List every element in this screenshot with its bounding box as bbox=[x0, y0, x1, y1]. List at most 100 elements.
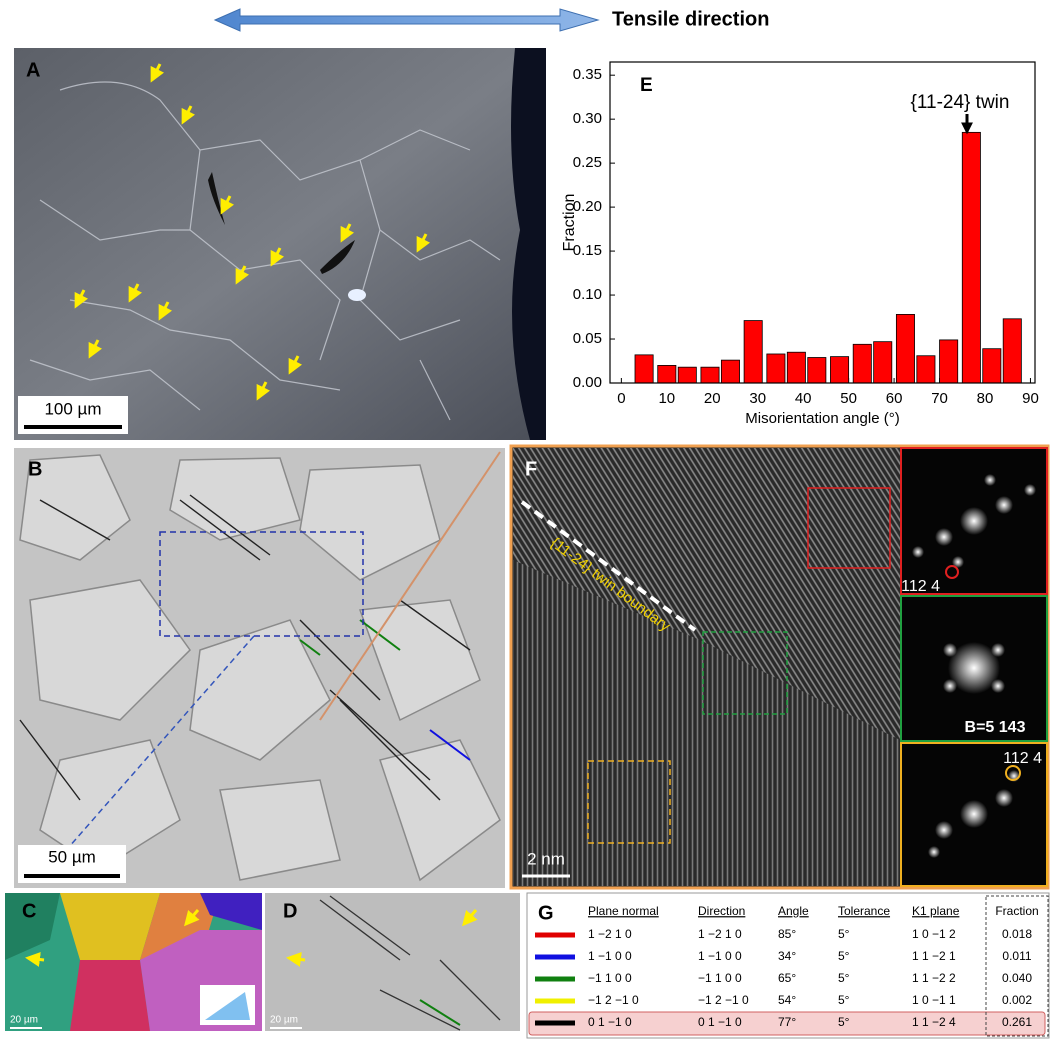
table-cell: −1 1 0 0 bbox=[698, 971, 742, 985]
bar bbox=[807, 357, 827, 384]
bar bbox=[1002, 318, 1022, 384]
y-tick-label: 0.25 bbox=[573, 154, 602, 171]
column-header: Fraction bbox=[995, 904, 1038, 918]
table-cell: 65° bbox=[778, 971, 796, 985]
bar bbox=[939, 339, 959, 384]
arrow bbox=[184, 909, 200, 927]
annotation: {11-24} twin bbox=[911, 92, 1010, 113]
tensile-arrow bbox=[213, 8, 600, 32]
arrow bbox=[462, 909, 478, 927]
x-tick-label: 70 bbox=[931, 390, 948, 407]
arrow bbox=[181, 105, 196, 125]
zone-axis: B=5 143 bbox=[965, 719, 1026, 736]
edge bbox=[511, 48, 546, 440]
panel-d: D 20 µm bbox=[265, 893, 520, 1031]
column-header: Direction bbox=[698, 904, 745, 918]
table-cell: 85° bbox=[778, 927, 796, 941]
arrow bbox=[416, 233, 431, 253]
scale-label: 20 µm bbox=[270, 1015, 298, 1026]
panel-c: C 20 µm bbox=[5, 893, 262, 1031]
table-cell: 1 0 −1 1 bbox=[912, 993, 956, 1007]
table-cell: 77° bbox=[778, 1015, 796, 1029]
table-cell: 1 1 −2 2 bbox=[912, 971, 956, 985]
arrow bbox=[288, 355, 303, 375]
grain bbox=[200, 893, 262, 930]
table-cell: 5° bbox=[838, 971, 850, 985]
grain bbox=[5, 893, 60, 960]
x-tick-label: 50 bbox=[840, 390, 857, 407]
panel-label: D bbox=[283, 900, 297, 922]
arrows bbox=[74, 63, 431, 401]
table-cell: 5° bbox=[838, 1015, 850, 1029]
x-tick-label: 10 bbox=[658, 390, 675, 407]
bar bbox=[830, 356, 850, 384]
scale-label: 20 µm bbox=[10, 1015, 38, 1026]
table-cell: 0.018 bbox=[1002, 927, 1032, 941]
bar bbox=[657, 365, 677, 384]
micrograph bbox=[265, 893, 520, 1031]
y-tick-label: 0.00 bbox=[573, 374, 602, 391]
bar bbox=[895, 314, 915, 384]
table-cell: 1 −2 1 0 bbox=[588, 927, 632, 941]
table-cell: −1 2 −1 0 bbox=[588, 993, 639, 1007]
panel-e: E 0.00 0.05 0.10 0.15 0.20 0.25 0.30 0.35 0 10 20 30… bbox=[560, 48, 1048, 440]
highlight-row bbox=[528, 1011, 1046, 1036]
scale-label: 50 µm bbox=[48, 847, 96, 866]
table-cell: 1 −1 0 0 bbox=[698, 949, 742, 963]
arrow bbox=[25, 952, 45, 967]
fft-spots bbox=[912, 474, 1036, 858]
y-tick-label: 0.05 bbox=[573, 330, 602, 347]
column-header: Plane normal bbox=[588, 904, 659, 918]
colored-twins bbox=[299, 619, 471, 761]
twins bbox=[19, 494, 471, 801]
bar bbox=[916, 355, 936, 384]
bar bbox=[700, 366, 720, 384]
table-cell: 1 0 −1 2 bbox=[912, 927, 956, 941]
zoom-box bbox=[159, 531, 364, 637]
micrograph bbox=[14, 48, 546, 440]
panel-b: B 50 µm bbox=[14, 448, 505, 888]
table-cell: 1 −1 0 0 bbox=[588, 949, 632, 963]
panel-label: C bbox=[22, 900, 36, 922]
table-cell: 5° bbox=[838, 993, 850, 1007]
panel-f: {11-24} twin boundary F 2 nm 112 4 B=5 1… bbox=[509, 444, 1050, 890]
header-title: Tensile direction bbox=[612, 8, 769, 30]
table-cell: −1 2 −1 0 bbox=[698, 993, 749, 1007]
y-tick-label: 0.20 bbox=[573, 198, 602, 215]
table-cell: 54° bbox=[778, 993, 796, 1007]
chart-label: E bbox=[640, 75, 653, 96]
arrow bbox=[286, 952, 306, 967]
bar bbox=[766, 353, 786, 384]
x-tick-label: 80 bbox=[977, 390, 994, 407]
bar bbox=[852, 343, 872, 384]
arrow bbox=[150, 63, 165, 83]
fft-label: 112 4 bbox=[901, 578, 940, 595]
bar bbox=[677, 366, 697, 384]
fft-label: 112 4 bbox=[1003, 750, 1042, 767]
arrow bbox=[340, 223, 355, 243]
x-tick-label: 20 bbox=[704, 390, 721, 407]
panel-label: A bbox=[26, 59, 40, 81]
crack bbox=[320, 240, 355, 274]
x-tick-label: 40 bbox=[795, 390, 812, 407]
twins bbox=[319, 895, 501, 1031]
bar bbox=[982, 348, 1002, 384]
grain bbox=[70, 960, 150, 1031]
arrow bbox=[235, 265, 250, 285]
fraction-box bbox=[985, 895, 1049, 1037]
bar bbox=[743, 320, 763, 384]
lattice-twin bbox=[513, 560, 900, 886]
region-box bbox=[807, 487, 891, 569]
table-cell: −1 1 0 0 bbox=[588, 971, 632, 985]
spot-marker bbox=[945, 565, 959, 579]
table-cell: 1 −2 1 0 bbox=[698, 927, 742, 941]
boundary-line bbox=[520, 500, 697, 632]
spot-marker bbox=[1005, 765, 1021, 781]
table-cell: 1 1 −2 4 bbox=[912, 1015, 956, 1029]
zoom-line bbox=[39, 635, 255, 881]
panel-a: A 100 µm bbox=[14, 48, 546, 440]
table-cell: 0.261 bbox=[1002, 1015, 1032, 1029]
y-tick-label: 0.10 bbox=[573, 286, 602, 303]
table-cell: 1 1 −2 1 bbox=[912, 949, 956, 963]
x-tick-label: 30 bbox=[749, 390, 766, 407]
